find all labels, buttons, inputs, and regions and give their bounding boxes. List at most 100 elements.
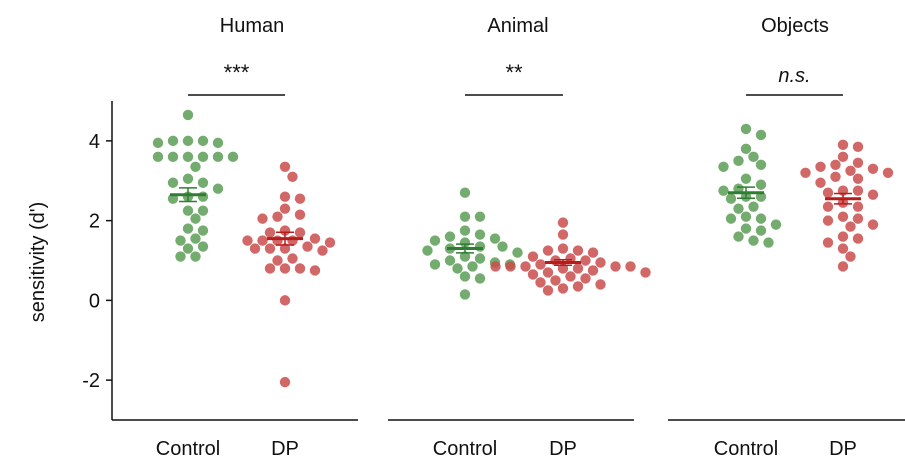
x-tick-label: Control (714, 438, 778, 460)
data-point (755, 213, 767, 224)
data-point (294, 263, 306, 274)
data-point (837, 231, 849, 242)
data-point (324, 237, 336, 248)
data-point (197, 241, 209, 252)
data-point (845, 165, 856, 176)
data-point (279, 191, 291, 202)
data-point (852, 201, 864, 212)
data-point (474, 211, 486, 222)
data-point (837, 243, 849, 254)
x-tick-label: DP (829, 438, 857, 460)
data-point (837, 139, 849, 151)
data-point (867, 189, 879, 200)
data-point (725, 213, 737, 224)
y-tick-label: 0 (89, 290, 100, 312)
x-tick-label: DP (549, 438, 577, 460)
data-point (444, 255, 456, 266)
data-point (167, 135, 179, 147)
y-tick-label: -2 (82, 370, 100, 392)
panel-human: -2 0 2 4 Human *** Control DP (82, 15, 358, 460)
data-point (852, 173, 864, 184)
y-tick-label: 4 (89, 131, 100, 153)
data-point (317, 245, 328, 256)
data-point (845, 221, 856, 232)
data-point (182, 223, 194, 234)
data-point (302, 241, 313, 252)
data-point (733, 155, 744, 167)
data-point (190, 233, 201, 244)
data-point (852, 233, 864, 244)
y-axis-label: sensitivity (d') (27, 202, 49, 323)
data-point (587, 247, 599, 258)
data-point (279, 203, 291, 214)
data-point (264, 227, 276, 238)
data-point (565, 271, 576, 282)
data-point (190, 213, 201, 224)
data-point (572, 281, 584, 292)
data-point (489, 233, 501, 244)
data-point (852, 157, 864, 169)
data-point (272, 211, 283, 222)
data-point (740, 211, 752, 222)
data-point (175, 235, 186, 246)
data-point (550, 275, 561, 286)
data-point (167, 177, 179, 188)
data-point (587, 265, 599, 276)
data-point (815, 177, 826, 188)
data-point (459, 187, 471, 198)
data-point (740, 173, 752, 184)
data-point (190, 251, 201, 262)
data-point (459, 237, 471, 248)
data-point (474, 229, 486, 240)
data-point (520, 261, 531, 272)
data-point (852, 213, 864, 224)
data-point (815, 161, 826, 172)
data-point (755, 225, 767, 236)
data-point (212, 151, 224, 163)
data-point (182, 135, 194, 147)
data-point (755, 129, 767, 141)
data-point (837, 151, 849, 163)
panel-objects: Objects n.s. Control DP (668, 15, 905, 460)
data-point (444, 231, 456, 242)
data-point (212, 183, 224, 194)
data-point (429, 235, 441, 246)
data-point (830, 171, 841, 182)
data-point (718, 185, 729, 196)
data-point (740, 123, 752, 135)
data-point (422, 245, 433, 256)
data-point (718, 161, 729, 172)
data-point (474, 253, 486, 264)
data-point (740, 143, 752, 155)
data-point (264, 243, 276, 254)
significance-label: n.s. (778, 65, 810, 87)
data-point (459, 225, 471, 236)
significance-label: ** (505, 60, 523, 85)
data-point (264, 263, 276, 274)
data-point (763, 237, 774, 248)
data-point (257, 235, 268, 246)
data-point (748, 201, 759, 212)
x-tick-label: Control (433, 438, 497, 460)
data-point (287, 171, 298, 182)
data-point (733, 203, 744, 214)
data-point (152, 137, 164, 149)
data-point (595, 279, 606, 290)
data-point (287, 253, 298, 264)
data-point (527, 269, 539, 280)
data-point (490, 261, 501, 272)
data-point (830, 159, 841, 170)
data-point (429, 259, 441, 270)
data-point (572, 245, 584, 256)
data-point (733, 231, 744, 242)
data-point (167, 151, 179, 163)
data-point (197, 135, 209, 147)
data-point (294, 227, 306, 238)
data-point (279, 295, 291, 306)
data-point (580, 273, 591, 284)
data-point (512, 247, 523, 258)
data-point (610, 261, 621, 272)
panel-title: Objects (761, 15, 829, 37)
data-point (625, 261, 636, 272)
